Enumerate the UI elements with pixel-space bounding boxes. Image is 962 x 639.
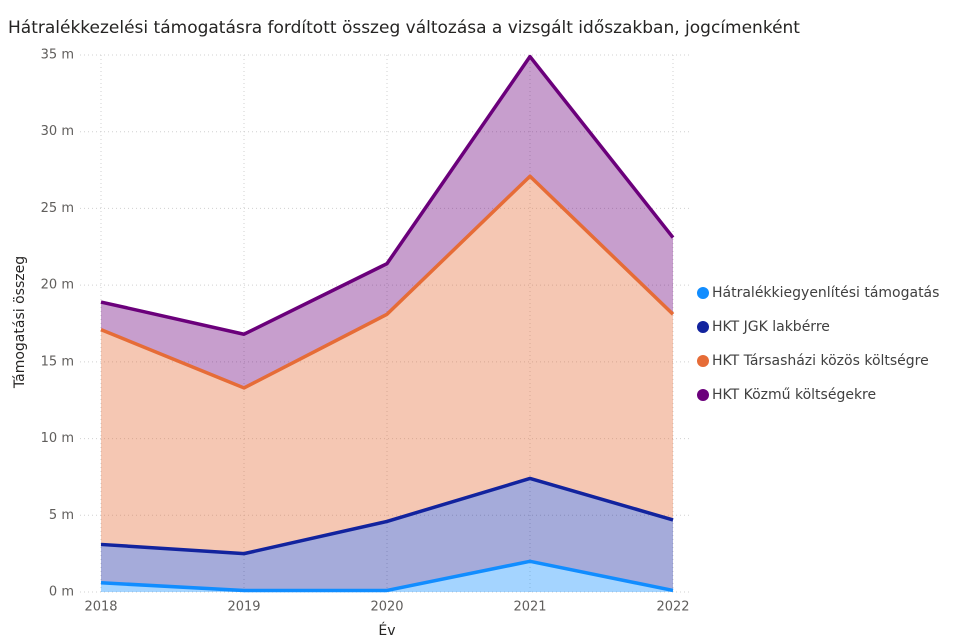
chart-title: Hátralékkezelési támogatásra fordított ö… (8, 18, 800, 38)
y-tick-label: 35 m (41, 48, 74, 63)
legend-label: HKT Társasházi közös költségre (712, 353, 929, 369)
area (101, 56, 673, 388)
legend-marker (697, 321, 709, 333)
legend-marker (697, 355, 709, 367)
x-tick-label: 2019 (227, 600, 260, 615)
line (100, 54, 675, 336)
y-tick-label: 30 m (41, 124, 74, 139)
line (100, 559, 674, 593)
line (100, 174, 675, 390)
legend-label: HKT Közmű költségekre (712, 387, 876, 403)
x-tick-label: 2022 (656, 600, 689, 615)
x-axis-title: Év (378, 622, 395, 639)
y-tick-label: 25 m (41, 201, 74, 216)
x-tick-label: 2021 (513, 600, 546, 615)
area (101, 478, 673, 591)
y-tick-label: 10 m (41, 431, 74, 446)
x-tick-label: 2018 (84, 600, 117, 615)
line (100, 476, 674, 556)
y-tick-label: 15 m (41, 354, 74, 369)
area (101, 561, 673, 592)
y-axis-title: Támogatási összeg (12, 256, 28, 389)
legend-marker (697, 389, 709, 401)
x-tick-label: 2020 (370, 600, 403, 615)
legend-label: Hátralékkiegyenlítési támogatás (712, 285, 939, 301)
y-tick-label: 5 m (49, 508, 74, 523)
y-tick-label: 20 m (41, 278, 74, 293)
y-tick-label: 0 m (49, 585, 74, 600)
legend-marker (697, 287, 709, 299)
legend-label: HKT JGK lakbérre (712, 319, 830, 335)
area (101, 176, 673, 554)
